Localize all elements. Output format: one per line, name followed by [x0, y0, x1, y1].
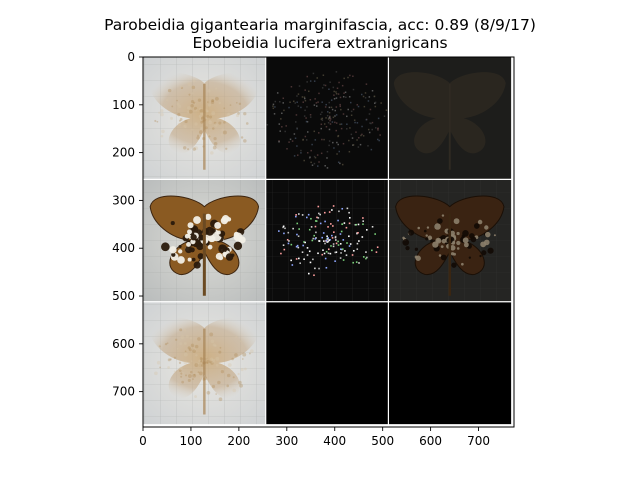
panel-noise-dark-r0c1 — [265, 57, 389, 180]
panel-grid — [143, 57, 512, 425]
y-axis: 0 100 200 300 400 500 600 700 — [112, 50, 143, 399]
x-tick-label: 300 — [275, 434, 298, 448]
x-tick-label: 100 — [179, 434, 202, 448]
x-tick-label: 0 — [139, 434, 147, 448]
x-tick-label: 200 — [227, 434, 250, 448]
y-tick-label: 100 — [112, 98, 135, 112]
y-tick-label: 0 — [127, 50, 135, 64]
panel-overlay-dark-r0c2 — [388, 57, 512, 180]
panel-separators — [143, 57, 514, 427]
y-tick-label: 500 — [112, 289, 135, 303]
y-tick-label: 600 — [112, 337, 135, 351]
x-tick-label: 500 — [371, 434, 394, 448]
panel-black-r2c1 — [265, 301, 389, 425]
panel-black-r2c2 — [388, 301, 512, 425]
panel-moth-sharp-r1c0 — [143, 179, 266, 302]
axes-frame — [142, 56, 515, 428]
y-tick-label: 300 — [112, 193, 135, 207]
y-tick-label: 700 — [112, 385, 135, 399]
y-tick-label: 400 — [112, 241, 135, 255]
panel-moth-faint-r0c0 — [143, 57, 266, 180]
panel-sparkle-dark-r1c1 — [265, 179, 389, 302]
figure-title-line-2: Epobeidia lucifera extranigricans — [192, 34, 448, 52]
panel-overlay-sharp-r1c2 — [388, 179, 512, 302]
x-tick-label: 600 — [419, 434, 442, 448]
panel-moth-faint-r2c0 — [143, 301, 266, 425]
figure-title-line-1: Parobeidia gigantearia marginifascia, ac… — [104, 16, 536, 34]
y-tick-label: 200 — [112, 146, 135, 160]
x-tick-label: 400 — [323, 434, 346, 448]
x-tick-label: 700 — [467, 434, 490, 448]
x-axis: 0 100 200 300 400 500 600 700 — [139, 427, 490, 448]
